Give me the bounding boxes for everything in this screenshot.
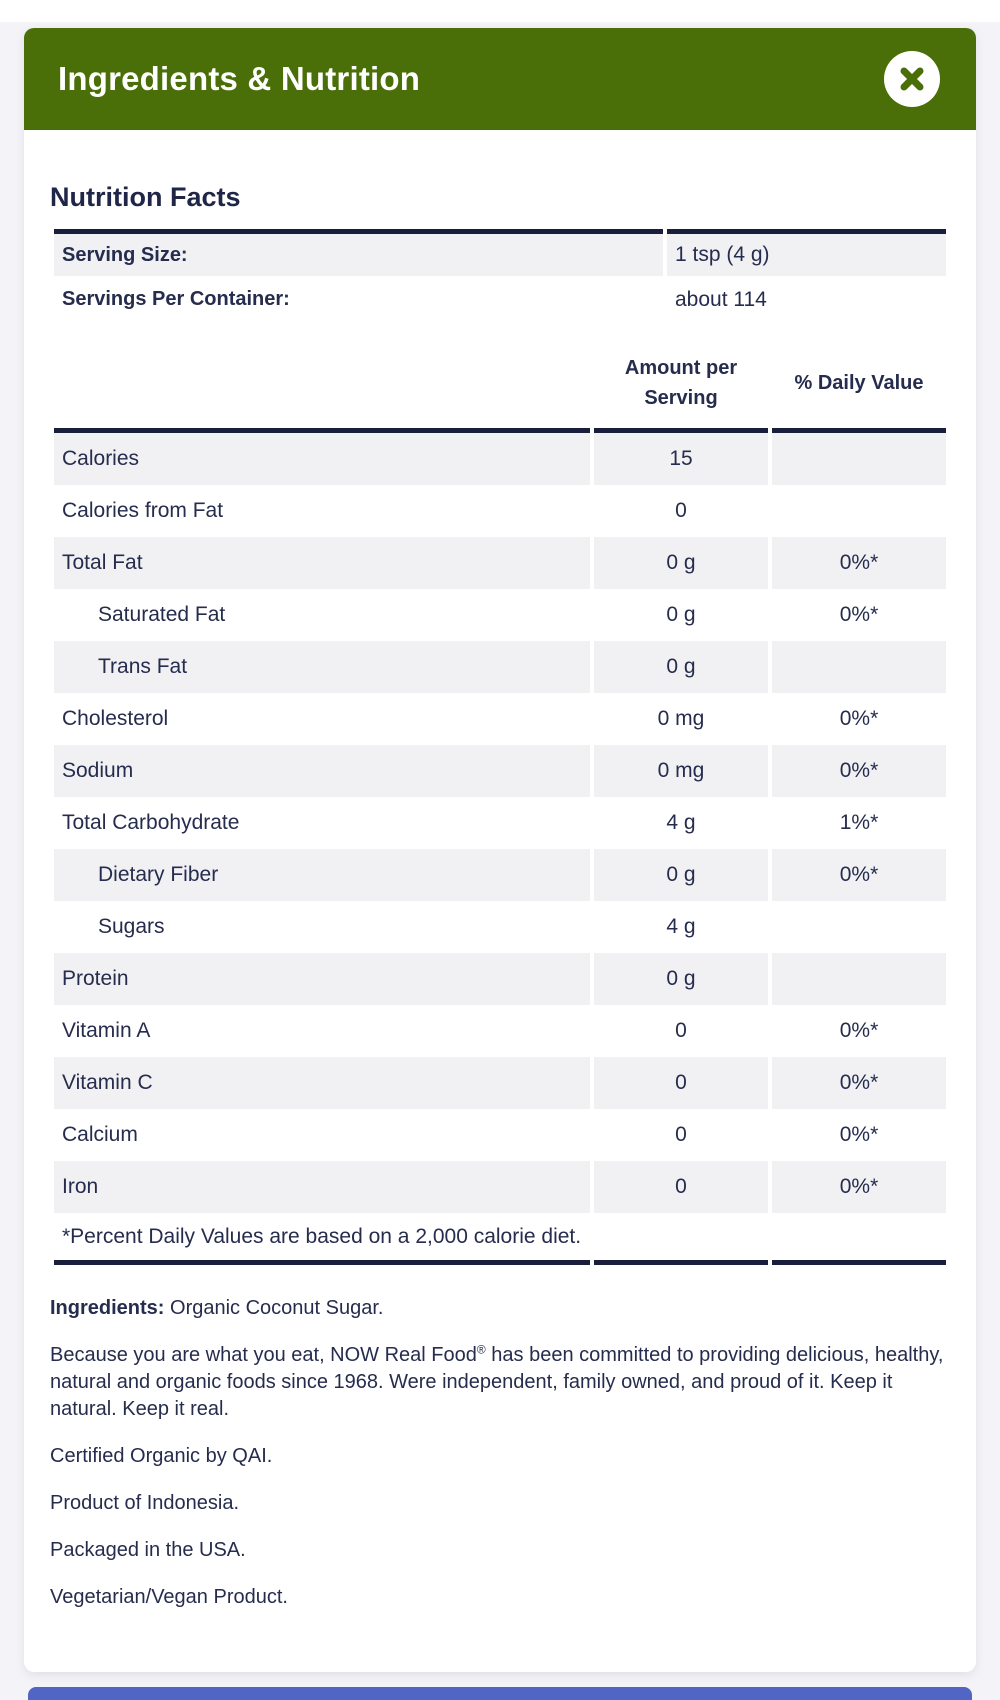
table-row: Calories 15 [54,433,946,485]
nutrient-label: Vitamin A [62,1019,151,1042]
close-icon [899,66,925,92]
ingredients-label: Ingredients: [50,1297,165,1319]
servings-per-container-row: Servings Per Container: about 114 [54,276,946,323]
nutrient-amount: 0 g [594,537,768,589]
nutrient-amount: 0 g [666,603,696,626]
nutrient-label: Sodium [54,745,590,797]
nutrient-amount: 0 mg [594,745,768,797]
nutrient-amount: 0 g [594,849,768,901]
ingredients-nutrition-modal: Ingredients & Nutrition Nutrition Facts … [24,28,976,1672]
product-details: Ingredients: Organic Coconut Sugar. Beca… [50,1295,950,1611]
nutrient-daily-value: 0%* [839,603,879,626]
nutrient-amount: 0 [594,1161,768,1213]
nutrient-label: Total Carbohydrate [62,811,240,834]
nutrient-daily-value [772,641,946,693]
nutrient-daily-value: 0%* [772,849,946,901]
serving-info-table: Serving Size: 1 tsp (4 g) Servings Per C… [50,229,950,323]
servings-per-container-value: about 114 [675,287,767,311]
serving-size-value: 1 tsp (4 g) [667,229,946,276]
nutrient-label: Saturated Fat [98,603,226,626]
table-row: Sugars 4 g [54,901,946,953]
amount-column-header: Amount per Serving [594,337,768,433]
table-row: Total Fat 0 g 0%* [54,537,946,589]
close-button[interactable] [884,51,940,107]
table-row: Protein 0 g [54,953,946,1005]
table-row: Saturated Fat 0 g 0%* [54,589,946,641]
nutrient-label: Vitamin C [54,1057,590,1109]
ingredients-line: Ingredients: Organic Coconut Sugar. [50,1295,950,1322]
nutrient-amount: 4 g [666,915,696,938]
nutrient-column-header [54,337,590,433]
background-element-bar [28,1687,972,1700]
daily-value-footnote: *Percent Daily Values are based on a 2,0… [54,1213,590,1265]
nutrient-label: Calories [54,433,590,485]
table-row: Iron 0 0%* [54,1161,946,1213]
packaged-note: Packaged in the USA. [50,1539,246,1561]
brand-statement-text: has been committed to providing deliciou… [50,1344,944,1420]
table-row: Vitamin A 0 0%* [54,1005,946,1057]
brand-statement: Because you are what you eat, NOW Real F… [50,1342,950,1423]
nutrient-amount: 0 g [594,953,768,1005]
nutrition-facts-heading: Nutrition Facts [50,182,241,212]
nutrition-facts-table: Amount per Serving % Daily Value Calorie… [50,337,950,1265]
modal-title: Ingredients & Nutrition [58,60,421,97]
nutrient-daily-value: 0%* [772,1057,946,1109]
nutrient-label: Trans Fat [54,641,590,693]
table-row: Total Carbohydrate 4 g 1%* [54,797,946,849]
nutrient-amount: 0 [675,499,687,522]
table-row: Cholesterol 0 mg 0%* [54,693,946,745]
modal-header: Ingredients & Nutrition [24,28,976,130]
table-row: Vitamin C 0 0%* [54,1057,946,1109]
table-row: Sodium 0 mg 0%* [54,745,946,797]
nutrient-daily-value [772,953,946,1005]
nutrient-label: Iron [54,1161,590,1213]
nutrient-daily-value [772,433,946,485]
nutrient-daily-value: 0%* [772,537,946,589]
nutrient-label: Total Fat [54,537,590,589]
column-header-row: Amount per Serving % Daily Value [54,337,946,433]
nutrient-label: Dietary Fiber [54,849,590,901]
table-row: Calories from Fat 0 [54,485,946,537]
nutrient-daily-value [772,485,946,537]
nutrient-daily-value: 0%* [839,707,879,730]
table-row: Trans Fat 0 g [54,641,946,693]
nutrient-amount: 0 [675,1019,687,1042]
product-origin-note: Product of Indonesia. [50,1492,240,1514]
ingredients-value: Organic Coconut Sugar. [164,1297,384,1319]
nutrient-amount: 0 [594,1057,768,1109]
nutrient-amount: 15 [594,433,768,485]
nutrient-amount: 0 mg [657,707,705,730]
registered-trademark-mark: ® [476,1342,486,1357]
nutrient-label: Sugars [98,915,165,938]
certified-organic-note: Certified Organic by QAI. [50,1445,273,1467]
nutrient-label: Calcium [62,1123,138,1146]
nutrient-daily-value [772,901,946,953]
vegetarian-vegan-note: Vegetarian/Vegan Product. [50,1586,288,1608]
nutrient-daily-value: 0%* [772,745,946,797]
nutrient-amount: 4 g [666,811,696,834]
nutrient-daily-value: 0%* [839,1019,879,1042]
nutrient-label: Cholesterol [62,707,169,730]
nutrient-daily-value: 0%* [772,1161,946,1213]
daily-value-footnote-row: *Percent Daily Values are based on a 2,0… [54,1213,946,1265]
table-row: Calcium 0 0%* [54,1109,946,1161]
serving-size-row: Serving Size: 1 tsp (4 g) [54,229,946,276]
brand-statement-text: Because you are what you eat, NOW Real F… [50,1344,477,1366]
nutrient-amount: 0 [675,1123,687,1146]
nutrient-label: Calories from Fat [62,499,224,522]
serving-size-label: Serving Size: [54,229,663,276]
nutrient-daily-value: 0%* [839,1123,879,1146]
nutrient-amount: 0 g [594,641,768,693]
nutrient-label: Protein [54,953,590,1005]
page-top-strip [0,0,1000,22]
modal-body: Nutrition Facts Serving Size: 1 tsp (4 g… [24,182,976,1611]
daily-value-column-header: % Daily Value [772,337,946,433]
servings-per-container-label: Servings Per Container: [62,288,290,310]
table-row: Dietary Fiber 0 g 0%* [54,849,946,901]
nutrient-daily-value: 1%* [839,811,879,834]
